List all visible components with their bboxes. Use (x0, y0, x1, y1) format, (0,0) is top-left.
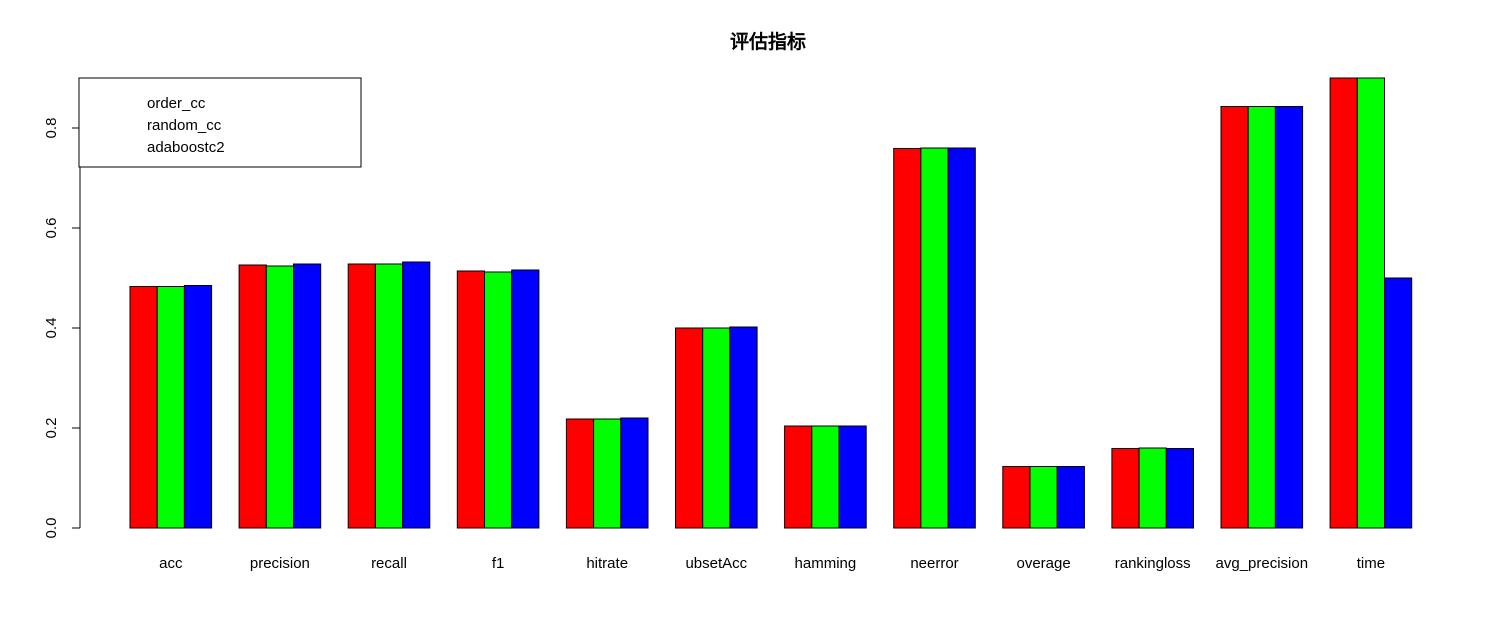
bar-adaboostc2-hitrate (620, 417, 649, 529)
y-tick-label: 0.6 (43, 218, 60, 239)
category-labels: acc precision recall f1 hitrate ubsetAcc hammi… (159, 555, 1385, 572)
bar-order_cc-rankingloss (1111, 448, 1140, 529)
bar-random_cc-ubsetAcc (702, 327, 731, 529)
bar-adaboostc2-rankingloss (1165, 448, 1195, 529)
legend-box (78, 77, 362, 168)
category-label-overage: overage (1016, 555, 1070, 572)
bar-adaboostc2-recall (402, 261, 431, 529)
category-label-rankingloss: rankingloss (1115, 555, 1191, 572)
category-label-neerror: neerror (910, 555, 958, 572)
bar-order_cc-hamming (784, 425, 813, 529)
bar-adaboostc2-neerror (947, 147, 976, 529)
bar-order_cc-ubsetAcc (675, 327, 704, 529)
bars-group (129, 77, 1413, 529)
y-tick-label: 0.0 (43, 518, 60, 539)
bar-order_cc-recall (347, 263, 376, 529)
category-label-precision: precision (250, 555, 310, 572)
category-label-time: time (1357, 555, 1385, 572)
bar-order_cc-f1 (456, 270, 485, 529)
bar-random_cc-rankingloss (1138, 447, 1167, 529)
bar-order_cc-overage (1002, 466, 1031, 529)
y-axis: 0.0 0.2 0.4 0.6 0.8 (43, 118, 80, 539)
bar-adaboostc2-time (1384, 277, 1413, 529)
bar-adaboostc2-overage (1056, 466, 1085, 529)
legend: order_cc random_cc adaboostc2 (78, 77, 362, 168)
bar-adaboostc2-precision (293, 263, 322, 529)
bar-order_cc-hitrate (565, 418, 595, 529)
category-label-recall: recall (371, 555, 407, 572)
category-label-hamming: hamming (795, 555, 857, 572)
bar-adaboostc2-avg_precision (1274, 106, 1304, 529)
bar-random_cc-acc (156, 286, 185, 529)
category-label-avg_precision: avg_precision (1216, 555, 1309, 572)
bar-order_cc-neerror (893, 148, 922, 529)
category-label-acc: acc (159, 555, 183, 572)
bar-order_cc-acc (129, 286, 158, 529)
chart-title: 评估指标 (730, 30, 806, 53)
bar-adaboostc2-f1 (511, 269, 540, 529)
bar-random_cc-avg_precision (1247, 106, 1276, 529)
bar-random_cc-f1 (484, 271, 513, 529)
y-tick-label: 0.2 (43, 418, 60, 439)
category-label-f1: f1 (492, 555, 505, 572)
bar-random_cc-time (1356, 77, 1386, 529)
bar-adaboostc2-acc (183, 285, 213, 529)
bar-random_cc-recall (374, 263, 404, 529)
bar-random_cc-hitrate (593, 418, 622, 529)
bar-random_cc-neerror (920, 147, 949, 529)
legend-label-adaboostc2: adaboostc2 (147, 139, 225, 156)
legend-label-random_cc: random_cc (147, 117, 222, 134)
bar-adaboostc2-hamming (838, 425, 867, 529)
legend-label-order_cc: order_cc (147, 95, 206, 112)
y-tick-label: 0.4 (43, 318, 60, 339)
bar-random_cc-overage (1029, 466, 1058, 529)
bar-random_cc-precision (265, 265, 294, 529)
category-label-hitrate: hitrate (586, 555, 628, 572)
bar-order_cc-time (1329, 77, 1358, 529)
bar-order_cc-avg_precision (1220, 106, 1249, 529)
bar-order_cc-precision (238, 264, 267, 529)
y-tick-label: 0.8 (43, 118, 60, 139)
bar-random_cc-hamming (811, 425, 840, 529)
category-label-ubsetAcc: ubsetAcc (685, 555, 747, 572)
bar-adaboostc2-ubsetAcc (729, 326, 758, 529)
